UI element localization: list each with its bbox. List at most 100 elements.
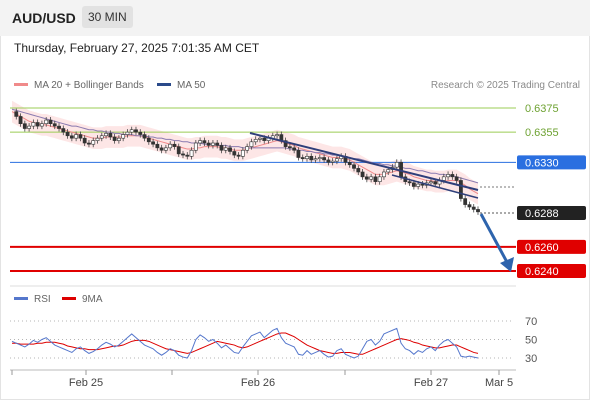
x-tick-label: Feb 25: [69, 377, 103, 389]
level-tag-3: [517, 206, 586, 221]
candle-down: [138, 131, 143, 135]
candle-down: [57, 125, 61, 129]
candle-down: [454, 176, 459, 181]
candle-down: [69, 135, 74, 139]
candle-up: [193, 142, 198, 151]
candle-down: [219, 145, 224, 151]
candle-up: [249, 141, 254, 147]
rsi-tick-label: 70: [525, 316, 537, 328]
candle-up: [198, 140, 203, 144]
candle-up: [429, 181, 433, 184]
candle-down: [181, 153, 185, 156]
timeframe-button[interactable]: 30 MIN: [82, 6, 133, 28]
candle-down: [433, 181, 438, 185]
candle-down: [360, 171, 365, 178]
candle-down: [134, 129, 138, 133]
legend-label-9ma: 9MA: [82, 294, 103, 305]
legend-swatch-rsi: [14, 296, 28, 300]
legend-swatch-ma50: [157, 82, 171, 86]
candle-down: [112, 136, 117, 141]
candle-up: [382, 171, 386, 178]
candle-up: [330, 160, 335, 163]
candle-down: [159, 147, 164, 151]
candle-down: [463, 198, 468, 205]
candle-up: [369, 176, 374, 180]
candle-up: [446, 174, 450, 178]
candle-up: [240, 149, 245, 157]
candle-up: [211, 142, 215, 146]
candle-down: [82, 137, 87, 144]
candle-down: [18, 116, 23, 124]
x-tick-label: Feb 26: [241, 377, 275, 389]
candle-down: [292, 147, 297, 151]
candle-down: [352, 164, 356, 169]
candle-down: [450, 174, 455, 178]
candle-up: [253, 139, 258, 143]
candle-up: [44, 119, 49, 124]
candle-down: [300, 157, 305, 160]
candle-down: [185, 154, 190, 157]
symbol-label: AUD/USD: [12, 10, 76, 26]
candle-down: [296, 149, 301, 158]
candle-up: [275, 134, 279, 137]
candle-down: [108, 133, 113, 138]
legend-rsi: RSI: [14, 294, 51, 305]
level-label-2: 0.6330: [525, 157, 559, 169]
candle-up: [104, 133, 108, 137]
level-tag-2: [517, 155, 586, 170]
rsi-9ma-line: [12, 332, 479, 355]
candle-down: [206, 142, 211, 146]
candle-down: [232, 151, 237, 156]
timestamp: Thursday, February 27, 2025 7:01:35 AM C…: [14, 41, 260, 55]
candle-up: [121, 134, 126, 139]
candle-down: [14, 111, 19, 117]
candle-down: [309, 155, 314, 161]
level-label-3: 0.6288: [525, 208, 559, 220]
candle-up: [116, 137, 121, 141]
candle-down: [35, 122, 40, 127]
candle-down: [467, 204, 472, 208]
candle-up: [189, 149, 194, 157]
candle-down: [151, 141, 155, 145]
candle-down: [407, 181, 412, 184]
candle-down: [236, 154, 241, 157]
forecast-arrow-shaft: [479, 213, 510, 265]
candle-up: [335, 158, 339, 162]
candle-up: [305, 155, 309, 160]
level-label-5: 0.6240: [525, 266, 559, 278]
level-label-0: 0.6375: [525, 103, 559, 115]
candle-down: [347, 162, 352, 166]
legend-ma50: MA 50: [157, 80, 205, 91]
candle-up: [441, 176, 446, 181]
legend-label-ma20: MA 20 + Bollinger Bands: [34, 80, 144, 91]
candle-down: [458, 180, 463, 199]
research-credit: Research © 2025 Trading Central: [430, 80, 580, 91]
candle-up: [125, 131, 130, 135]
candle-down: [48, 119, 53, 124]
candle-down: [287, 146, 292, 149]
candle-down: [420, 183, 425, 186]
candle-up: [99, 135, 104, 139]
level-tag-5: [517, 264, 586, 278]
candle-up: [91, 140, 96, 145]
x-tick-label: Mar 5: [485, 377, 513, 389]
legend-9ma: 9MA: [62, 294, 103, 305]
candle-up: [31, 122, 36, 127]
candle-up: [223, 147, 228, 151]
trendline-lower: [391, 174, 479, 199]
candle-down: [283, 140, 288, 147]
candle-down: [87, 142, 91, 145]
candle-up: [317, 157, 322, 160]
candle-up: [40, 123, 44, 127]
candle-up: [164, 147, 168, 151]
candle-up: [386, 169, 391, 173]
candle-down: [228, 147, 232, 152]
candle-down: [202, 140, 207, 144]
rsi-tick-label: 50: [525, 335, 537, 347]
candle-up: [168, 143, 173, 149]
candle-up: [313, 158, 318, 161]
candle-down: [471, 206, 476, 210]
candle-down: [322, 157, 326, 161]
rsi-tick-label: 30: [525, 353, 537, 365]
candle-down: [78, 134, 83, 139]
